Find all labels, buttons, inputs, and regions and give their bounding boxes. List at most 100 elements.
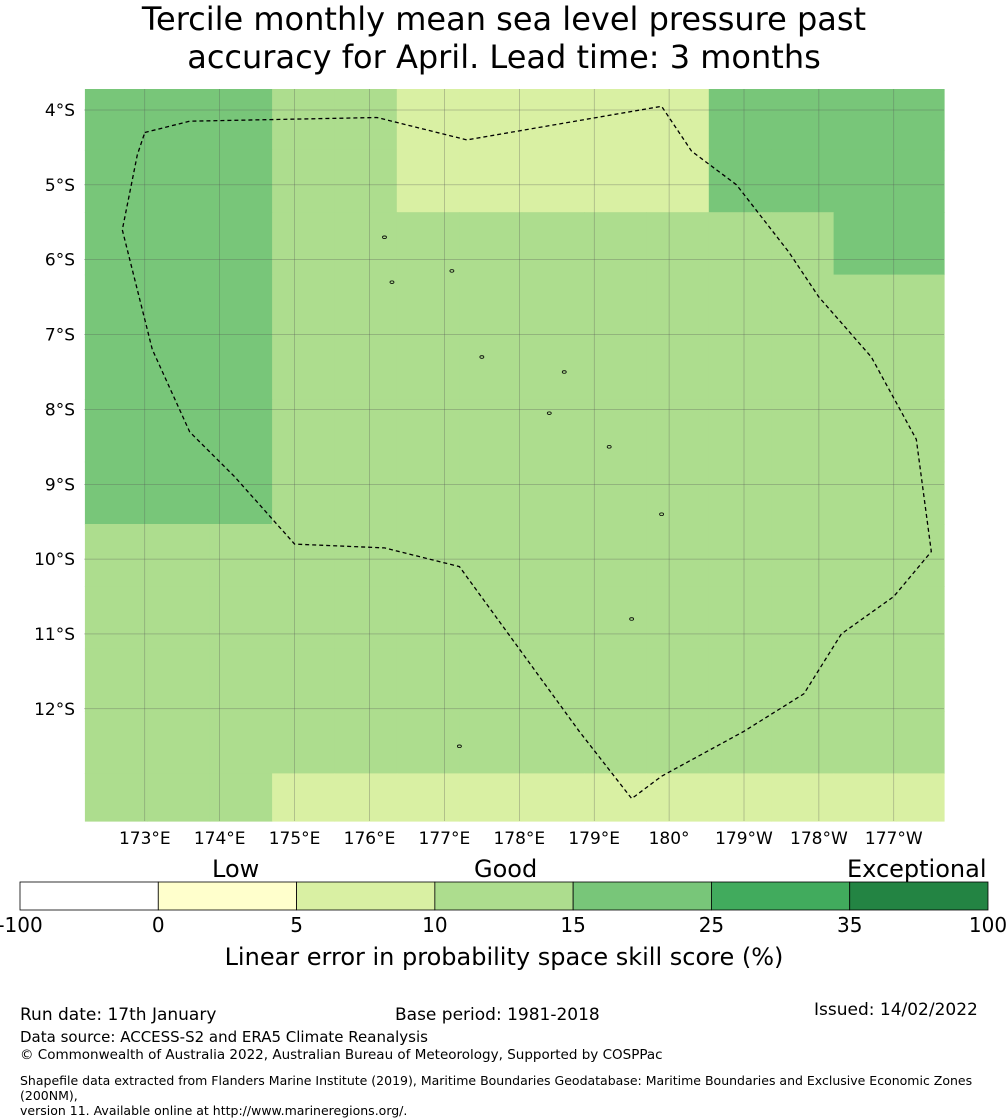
skill-cell	[84, 274, 148, 338]
shapefile-credit: Shapefile data extracted from Flanders M…	[20, 1073, 1008, 1118]
skill-cell	[521, 336, 585, 400]
skill-cell	[833, 461, 897, 525]
skill-cell	[272, 711, 336, 774]
colorbar-tick: 10	[422, 913, 447, 937]
skill-cell	[459, 524, 523, 587]
island	[456, 744, 462, 748]
skill-cell	[272, 648, 336, 712]
colorbar-tick: 100	[969, 913, 1007, 937]
colorbar-swatch	[19, 881, 159, 911]
skill-cell	[459, 711, 523, 774]
skill-cell	[459, 274, 523, 338]
skill-cell	[209, 274, 273, 338]
lon-label: 177°E	[419, 829, 471, 849]
skill-cell	[896, 399, 945, 463]
skill-cell	[272, 212, 336, 276]
skill-cell	[708, 773, 772, 822]
skill-cell	[646, 336, 710, 400]
lon-label: 176°E	[344, 829, 396, 849]
skill-cell	[771, 212, 835, 276]
lon-label: 173°E	[119, 829, 171, 849]
skill-cell	[272, 461, 336, 525]
skill-cell	[646, 711, 710, 774]
skill-cell	[84, 711, 148, 774]
skill-cell	[896, 524, 945, 587]
shapefile-credit-line2: version 11. Available online at http://w…	[20, 1103, 408, 1118]
skill-cell	[84, 648, 148, 712]
issued-date: Issued: 14/02/2022	[814, 1000, 978, 1020]
latitude-labels: 4°S 5°S 6°S 7°S 8°S 9°S 10°S 11°S 12°S	[34, 101, 75, 720]
island	[629, 617, 635, 621]
skill-cell	[396, 274, 460, 338]
lat-label: 9°S	[45, 475, 75, 495]
category-exceptional: Exceptional	[847, 855, 987, 883]
colorbar-label: Linear error in probability space skill …	[224, 943, 784, 971]
skill-cell	[209, 773, 273, 822]
skill-cell	[521, 711, 585, 774]
skill-cell	[334, 648, 398, 712]
skill-cell	[147, 89, 211, 151]
skill-cell	[147, 212, 211, 276]
island	[382, 235, 387, 239]
skill-cell	[521, 89, 585, 151]
skill-cell	[833, 399, 897, 463]
skill-cell	[334, 711, 398, 774]
skill-cell	[272, 399, 336, 463]
skill-cell	[334, 586, 398, 650]
skill-cell	[84, 212, 148, 276]
skill-cell	[833, 648, 897, 712]
skill-cell	[396, 149, 460, 213]
skill-cell	[708, 711, 772, 774]
colorbar-ticks: -100 0 5 10 15 25 35 100	[0, 913, 1007, 937]
colorbar-tick: 35	[837, 913, 862, 937]
lat-label: 11°S	[34, 625, 75, 645]
skill-cell	[708, 212, 772, 276]
lon-label: 178°E	[493, 829, 545, 849]
longitude-labels: 173°E 174°E 175°E 176°E 177°E 178°E 179°E 180° 1…	[119, 829, 923, 849]
island	[606, 445, 612, 449]
lon-label: 180°	[649, 829, 690, 849]
skill-cell	[896, 89, 945, 151]
skill-cell	[84, 586, 148, 650]
skill-cell	[771, 274, 835, 338]
lat-label: 12°S	[34, 700, 75, 720]
skill-cell	[833, 586, 897, 650]
skill-cell	[708, 274, 772, 338]
skill-cell	[209, 336, 273, 400]
skill-cell	[147, 336, 211, 400]
skill-cell	[584, 586, 647, 650]
lon-label: 174°E	[194, 829, 246, 849]
skill-cell	[521, 274, 585, 338]
skill-cell	[584, 89, 647, 151]
data-source: Data source: ACCESS-S2 and ERA5 Climate …	[20, 1028, 428, 1046]
colorbar-swatch	[711, 881, 851, 911]
skill-cell	[646, 149, 710, 213]
skill-cell	[646, 648, 710, 712]
skill-cell	[147, 773, 211, 822]
skill-cell	[209, 586, 273, 650]
lat-label: 8°S	[45, 400, 75, 420]
skill-cell	[84, 524, 148, 587]
skill-cell	[584, 773, 647, 822]
skill-cell	[896, 586, 945, 650]
skill-cell	[646, 89, 710, 151]
map-title-line2: accuracy for April. Lead time: 3 months	[187, 38, 821, 76]
colorbar-swatch	[434, 881, 574, 911]
base-period: Base period: 1981-2018	[395, 1005, 600, 1025]
skill-cell	[584, 648, 647, 712]
lat-label: 10°S	[34, 550, 75, 570]
skill-cell	[646, 461, 710, 525]
skill-cell	[459, 336, 523, 400]
skill-cell	[584, 336, 647, 400]
skill-cell	[147, 149, 211, 213]
skill-cell	[833, 149, 897, 213]
skill-cell	[833, 212, 897, 276]
skill-cell	[771, 773, 835, 822]
skill-cell	[584, 461, 647, 525]
map-title: Tercile monthly mean sea level pressure …	[0, 0, 1008, 76]
skill-cell	[708, 89, 772, 151]
skill-cell	[272, 586, 336, 650]
category-good: Good	[474, 855, 538, 883]
island	[561, 370, 567, 374]
islands	[382, 235, 665, 748]
